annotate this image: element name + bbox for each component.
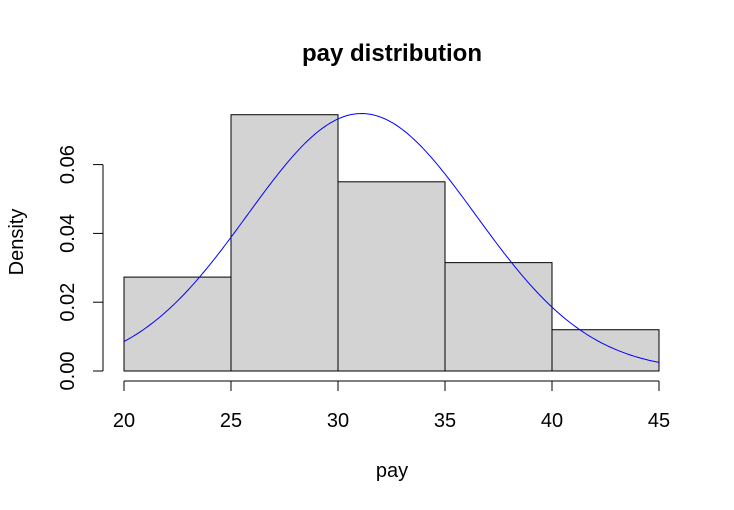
histogram-bars	[123, 114, 660, 372]
chart-title: pay distribution	[302, 40, 482, 67]
histogram-bar-1	[230, 114, 339, 372]
x-axis-label: pay	[376, 460, 408, 482]
x-tick-label: 20	[113, 410, 135, 432]
density-curve	[123, 113, 660, 363]
y-tick-label: 0.00	[57, 352, 79, 391]
x-tick-label: 35	[434, 410, 456, 432]
histogram-bar-4	[551, 329, 660, 372]
y-axis: 0.00 0.02 0.04 0.06	[57, 145, 104, 391]
histogram-bar-2	[337, 181, 446, 372]
histogram-bar-3	[444, 262, 553, 372]
x-tick-label: 25	[220, 410, 242, 432]
y-axis-label: Density	[6, 209, 28, 276]
x-tick-label: 30	[327, 410, 349, 432]
histogram-bar-0	[123, 276, 232, 372]
y-tick-label: 0.06	[57, 145, 79, 184]
x-tick-label: 45	[648, 410, 670, 432]
x-tick-label: 40	[541, 410, 563, 432]
y-tick-label: 0.02	[57, 283, 79, 322]
x-axis: 20 25 30 35 40 45	[113, 380, 670, 432]
y-tick-label: 0.04	[57, 214, 79, 253]
